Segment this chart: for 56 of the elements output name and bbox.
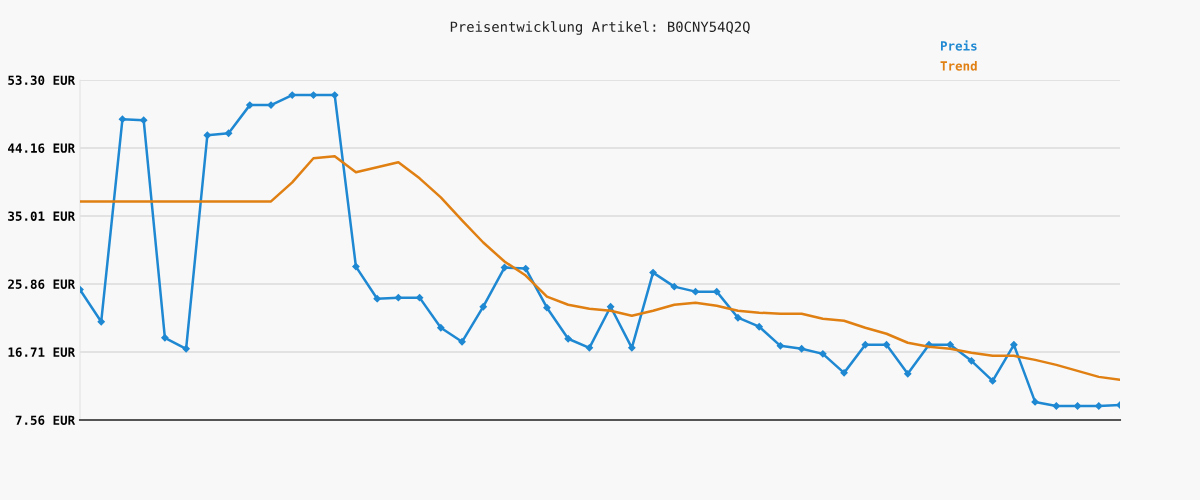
point (118, 115, 127, 123)
point (797, 345, 806, 353)
point (1095, 402, 1103, 410)
point (394, 294, 403, 302)
point (946, 341, 954, 349)
point (288, 91, 296, 99)
point (373, 295, 381, 303)
y-tick-label: 7.56 EUR (15, 415, 76, 425)
chart-title: Preisentwicklung Artikel: B0CNY54Q2Q (450, 21, 750, 35)
point (224, 129, 233, 137)
y-tick-label: 25.86 EUR (8, 279, 76, 289)
point (713, 287, 721, 296)
point (140, 116, 148, 124)
point (543, 304, 551, 312)
line-series (80, 91, 1120, 410)
point (628, 344, 636, 352)
point (522, 264, 530, 273)
point (755, 323, 763, 331)
point (161, 334, 169, 342)
point (564, 335, 572, 343)
point (649, 268, 657, 277)
text: Preis (940, 40, 977, 51)
y-tick-label: 16.71 EUR (8, 347, 76, 357)
point (246, 101, 254, 109)
point (203, 131, 211, 139)
point (97, 318, 105, 326)
point (776, 342, 785, 350)
point (734, 314, 742, 322)
y-tick-label: 35.01 EUR (8, 211, 76, 221)
point (352, 262, 360, 271)
point (989, 377, 997, 385)
point (1010, 341, 1018, 349)
point (691, 287, 700, 296)
point (585, 344, 594, 352)
point (415, 294, 424, 302)
point (182, 345, 190, 353)
point (479, 303, 487, 311)
point (967, 357, 976, 365)
point (1031, 398, 1039, 406)
text: Trend (940, 60, 977, 71)
point (882, 341, 891, 349)
point (840, 369, 848, 377)
point (904, 370, 912, 378)
y-tick-label: 53.30 EUR (8, 75, 76, 85)
point (1073, 402, 1082, 410)
point (819, 350, 827, 358)
y-tick-label: 44.16 EUR (8, 143, 76, 153)
point (437, 324, 445, 332)
point (458, 338, 466, 346)
point (267, 101, 275, 109)
point (309, 91, 318, 99)
point (861, 341, 869, 349)
point (670, 283, 678, 291)
point (1052, 402, 1060, 410)
line-series (80, 155, 1120, 382)
point (331, 91, 339, 99)
